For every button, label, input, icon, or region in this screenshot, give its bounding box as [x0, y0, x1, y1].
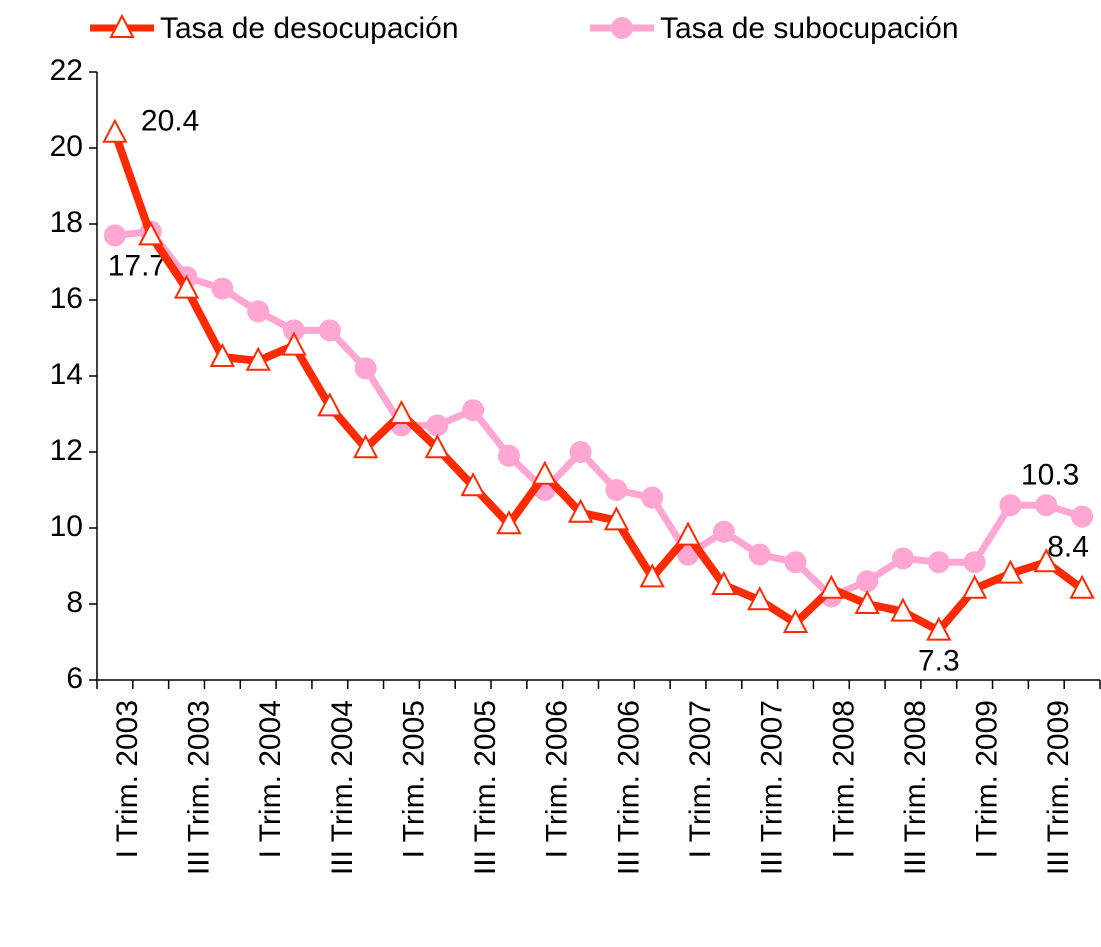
- x-tick-label: III Trim. 2004: [326, 700, 359, 875]
- marker: [247, 300, 270, 323]
- marker: [532, 460, 558, 485]
- marker: [569, 441, 592, 463]
- x-tick-label: I Trim. 2004: [254, 700, 287, 858]
- series: [102, 118, 1095, 641]
- marker: [675, 521, 701, 546]
- x-tick-label: I Trim. 2003: [111, 700, 144, 858]
- x-tick-label: III Trim. 2008: [899, 700, 932, 875]
- x-tick-label: I Trim. 2007: [684, 700, 717, 858]
- marker: [317, 392, 343, 417]
- series: [103, 220, 1094, 608]
- marker: [1035, 494, 1058, 517]
- x-tick-label: I Trim. 2008: [827, 700, 860, 858]
- marker: [891, 547, 914, 570]
- y-tick-label: 18: [50, 206, 83, 239]
- marker: [426, 414, 449, 437]
- marker: [1069, 574, 1095, 599]
- marker: [497, 444, 520, 467]
- y-tick-label: 8: [66, 586, 83, 619]
- y-tick-label: 22: [50, 54, 83, 87]
- marker: [109, 13, 135, 38]
- data-label: 20.4: [141, 105, 199, 138]
- marker: [211, 277, 234, 300]
- data-label: 8.4: [1047, 531, 1089, 564]
- x-tick-label: I Trim. 2006: [541, 700, 574, 858]
- marker: [999, 494, 1022, 517]
- data-label: 7.3: [918, 645, 960, 678]
- marker: [462, 399, 485, 422]
- marker: [926, 616, 952, 641]
- x-tick-label: III Trim. 2007: [756, 700, 789, 875]
- y-tick-label: 16: [50, 282, 83, 315]
- x-tick-label: I Trim. 2009: [971, 700, 1004, 858]
- data-label: 10.3: [1021, 459, 1079, 492]
- marker: [961, 574, 988, 599]
- marker: [890, 597, 916, 622]
- marker: [712, 520, 735, 543]
- marker: [353, 434, 379, 459]
- marker: [460, 472, 486, 497]
- y-tick-label: 20: [50, 130, 83, 163]
- x-tick-label: III Trim. 2003: [182, 700, 215, 875]
- marker: [283, 319, 306, 342]
- marker: [354, 357, 377, 380]
- marker: [611, 17, 633, 39]
- marker: [102, 118, 128, 143]
- marker: [209, 342, 236, 367]
- x-tick-label: I Trim. 2005: [397, 700, 430, 858]
- marker: [711, 570, 737, 595]
- marker: [997, 559, 1024, 584]
- x-tick-label: III Trim. 2009: [1042, 700, 1075, 875]
- marker: [567, 498, 594, 523]
- marker: [854, 589, 880, 614]
- marker: [496, 510, 522, 535]
- series-line: [114, 228, 1084, 600]
- marker: [927, 551, 950, 574]
- marker: [1071, 505, 1094, 528]
- y-tick-label: 10: [50, 510, 83, 543]
- marker: [639, 563, 665, 588]
- data-label: 17.7: [108, 249, 166, 282]
- marker: [748, 543, 771, 566]
- marker: [173, 274, 200, 299]
- legend-label: Tasa de subocupación: [660, 12, 959, 45]
- y-tick-label: 14: [50, 358, 83, 391]
- marker: [782, 608, 809, 633]
- marker: [856, 570, 879, 593]
- marker: [424, 434, 450, 459]
- y-tick-label: 12: [50, 434, 83, 467]
- marker: [818, 574, 844, 599]
- marker: [388, 399, 415, 424]
- marker: [747, 586, 773, 611]
- marker: [963, 551, 986, 574]
- legend-label: Tasa de desocupación: [160, 12, 459, 45]
- marker: [103, 224, 126, 247]
- marker: [1033, 548, 1059, 573]
- marker: [318, 319, 341, 342]
- marker: [641, 486, 664, 509]
- marker: [138, 221, 164, 246]
- marker: [245, 346, 271, 371]
- x-tick-label: III Trim. 2005: [469, 700, 502, 875]
- marker: [281, 331, 307, 356]
- series-line: [111, 131, 1085, 635]
- marker: [603, 506, 630, 531]
- y-tick-label: 6: [66, 662, 83, 695]
- marker: [605, 479, 628, 501]
- x-tick-label: III Trim. 2006: [612, 700, 645, 875]
- marker: [784, 551, 807, 574]
